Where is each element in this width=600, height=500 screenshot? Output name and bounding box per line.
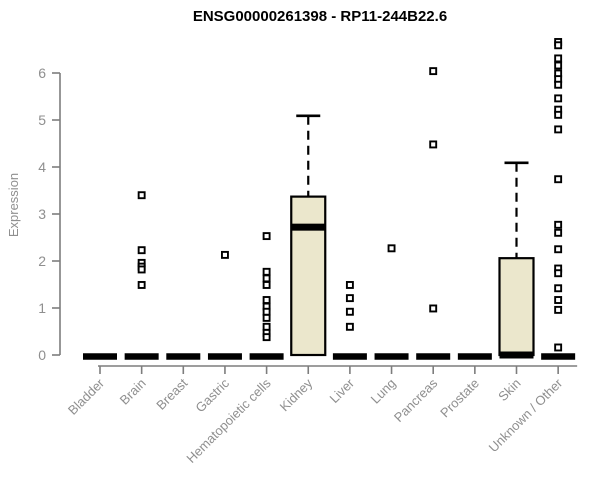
zero-bar-liver	[332, 353, 367, 360]
chart-title: ENSG00000261398 - RP11-244B22.6	[192, 8, 448, 25]
y-tick-label-4: 4	[38, 159, 46, 175]
y-tick-label-5: 5	[38, 112, 46, 128]
outlier-unknown-other	[554, 305, 563, 314]
outlier-hematopoietic-cells	[262, 274, 271, 283]
outlier-brain	[137, 265, 146, 274]
outlier-unknown-other	[554, 296, 563, 304]
median-skin	[499, 351, 534, 359]
x-tick-label-liver: Liver	[326, 375, 357, 406]
outlier-unknown-other	[554, 41, 563, 50]
y-tick-label-6: 6	[38, 65, 46, 81]
outlier-unknown-other	[554, 125, 563, 134]
zero-bar-gastric	[207, 353, 242, 360]
y-tick-label-1: 1	[38, 300, 46, 316]
outlier-brain	[137, 246, 146, 255]
outlier-unknown-other	[554, 343, 563, 352]
outlier-pancreas	[429, 140, 438, 149]
outlier-pancreas	[429, 67, 438, 76]
outlier-liver	[345, 307, 354, 316]
y-tick-label-3: 3	[38, 206, 46, 222]
x-tick-label-breast: Breast	[153, 375, 190, 412]
zero-bar-breast	[166, 353, 201, 360]
outlier-brain	[137, 281, 146, 289]
outlier-unknown-other	[554, 110, 563, 119]
outlier-hematopoietic-cells	[262, 333, 271, 342]
box-kidney	[290, 195, 327, 357]
zero-bar-bladder	[83, 353, 117, 360]
zero-bar-brain	[124, 353, 159, 360]
outlier-liver	[345, 322, 354, 331]
x-tick-label-unknown-other: Unknown / Other	[486, 375, 566, 455]
outlier-unknown-other	[554, 61, 563, 70]
x-tick-label-kidney: Kidney	[277, 375, 316, 414]
x-tick-label-pancreas: Pancreas	[391, 375, 441, 425]
outlier-unknown-other	[554, 245, 563, 254]
outlier-unknown-other	[554, 94, 563, 103]
zero-bar-hematopoietic-cells	[249, 353, 284, 360]
outlier-unknown-other	[554, 220, 563, 229]
outlier-unknown-other	[554, 175, 563, 184]
y-tick-label-2: 2	[38, 253, 46, 269]
outlier-unknown-other	[554, 269, 563, 278]
outlier-hematopoietic-cells	[262, 322, 271, 331]
outlier-unknown-other	[554, 80, 563, 89]
y-axis-title: Expression	[6, 173, 21, 237]
x-tick-label-gastric: Gastric	[192, 375, 232, 415]
outlier-lung	[387, 244, 396, 253]
outlier-liver	[345, 281, 354, 289]
outlier-liver	[345, 294, 354, 303]
outlier-hematopoietic-cells	[262, 296, 271, 304]
zero-bar-prostate	[457, 353, 492, 360]
outlier-gastric	[220, 250, 229, 259]
x-tick-label-prostate: Prostate	[437, 376, 482, 421]
x-tick-label-bladder: Bladder	[65, 375, 108, 418]
outlier-hematopoietic-cells	[262, 232, 271, 241]
outlier-hematopoietic-cells	[262, 313, 271, 322]
zero-bar-pancreas	[416, 353, 451, 360]
outlier-hematopoietic-cells	[262, 307, 271, 316]
outlier-unknown-other	[554, 228, 563, 237]
x-tick-label-lung: Lung	[368, 376, 399, 407]
outlier-brain	[137, 191, 146, 200]
median-kidney	[291, 223, 326, 231]
outlier-hematopoietic-cells	[262, 267, 271, 276]
zero-bar-unknown-other	[541, 353, 576, 360]
outlier-unknown-other	[554, 54, 563, 63]
x-tick-label-brain: Brain	[117, 376, 149, 408]
outlier-unknown-other	[554, 284, 563, 293]
x-tick-label-skin: Skin	[495, 376, 523, 404]
outlier-hematopoietic-cells	[262, 281, 271, 289]
zero-bar-lung	[374, 353, 409, 360]
y-tick-label-0: 0	[38, 347, 46, 363]
box-skin	[498, 257, 535, 357]
outlier-pancreas	[429, 304, 438, 313]
